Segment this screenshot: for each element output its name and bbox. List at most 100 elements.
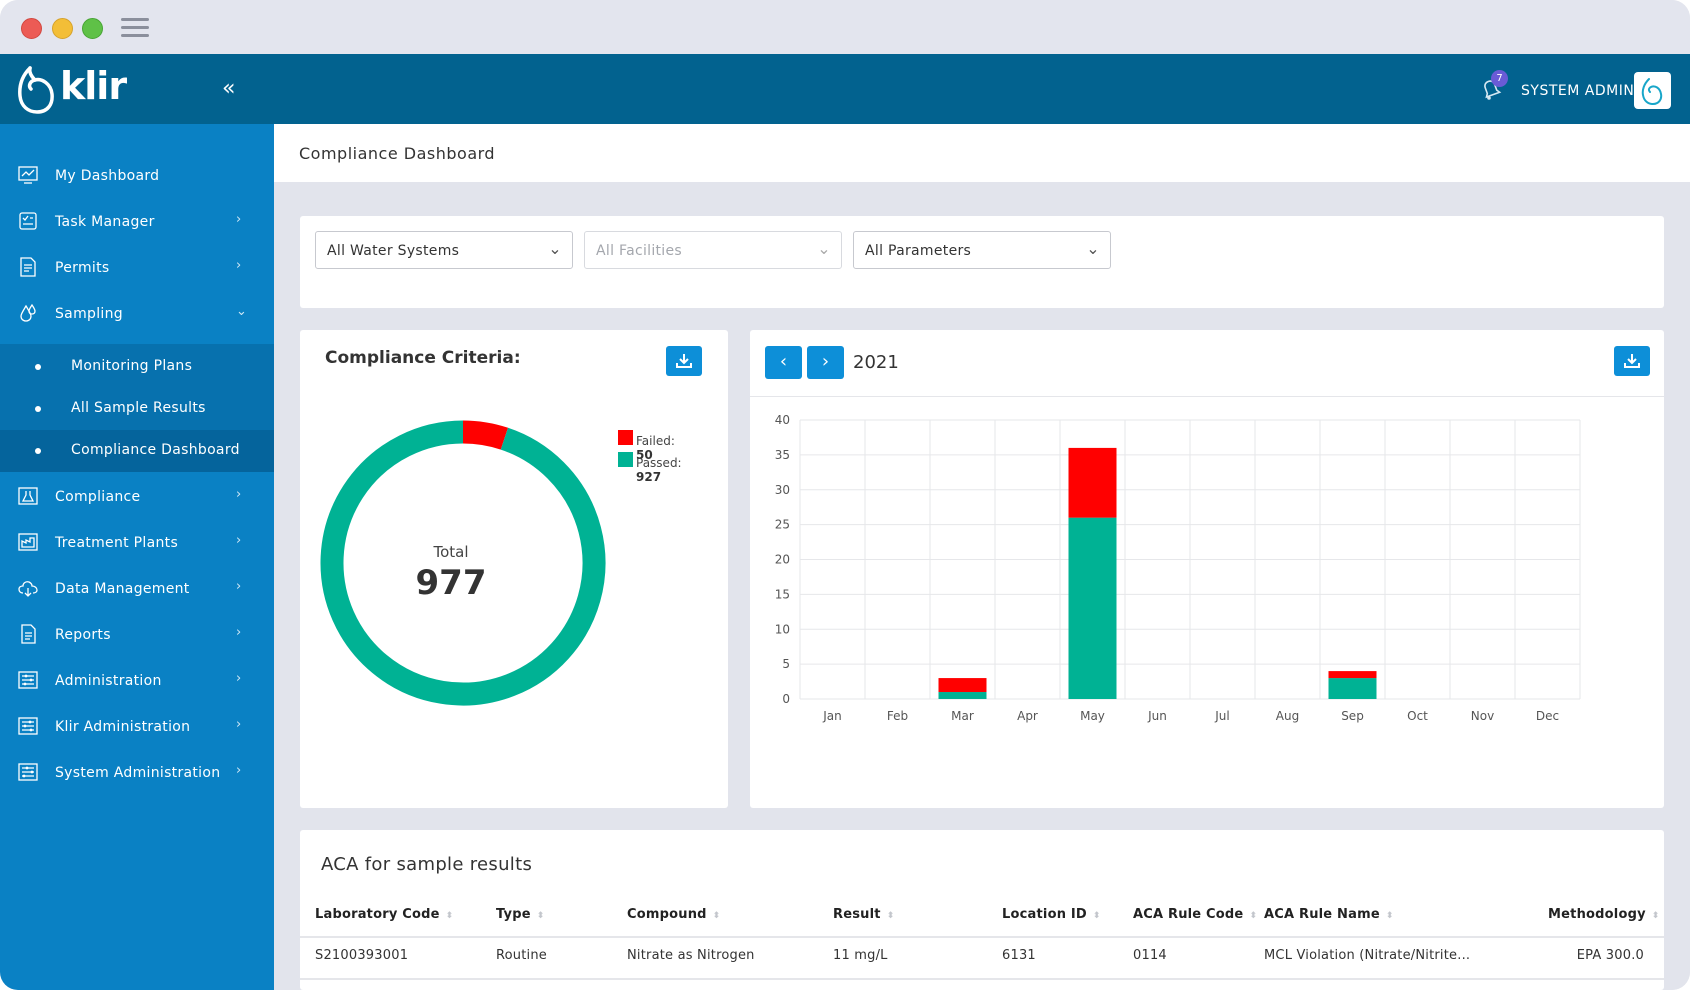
x-tick-label: Feb — [887, 709, 908, 723]
column-header-result[interactable]: Result ⬍ — [833, 907, 895, 922]
minimize-window-button[interactable] — [52, 18, 73, 39]
chevron-down-icon: ⌄ — [817, 239, 831, 258]
sidebar-item-klir-administration[interactable]: Klir Administration › — [0, 704, 274, 750]
sidebar-subitem-all-sample-results[interactable]: All Sample Results — [0, 388, 274, 430]
cloud-icon — [18, 581, 38, 597]
sidebar-item-label: Task Manager — [55, 214, 155, 230]
donut-slice-failed[interactable] — [462, 420, 509, 450]
chevron-down-icon: ⌄ — [1086, 239, 1100, 258]
column-header-compound[interactable]: Compound ⬍ — [627, 907, 721, 922]
cell-aca-rule-code: 0114 — [1133, 948, 1167, 963]
chevron-left-icon: ‹ — [779, 351, 788, 372]
column-header-type[interactable]: Type ⬍ — [496, 907, 545, 922]
system-settings-icon — [18, 763, 38, 781]
legend-passed-label: Passed: — [636, 456, 682, 470]
bullet-icon — [35, 364, 41, 370]
close-window-button[interactable] — [21, 18, 42, 39]
sort-icon: ⬍ — [1651, 911, 1660, 921]
sidebar-item-compliance[interactable]: Compliance › — [0, 474, 274, 520]
bullet-icon — [35, 448, 41, 454]
chevron-down-icon: ⌄ — [236, 304, 248, 319]
sidebar-item-reports[interactable]: Reports › — [0, 612, 274, 658]
sidebar-item-my-dashboard[interactable]: My Dashboard — [0, 153, 274, 199]
column-header-aca-rule-name[interactable]: ACA Rule Name ⬍ — [1264, 907, 1394, 922]
facilities-select[interactable]: All Facilities ⌄ — [584, 231, 842, 269]
download-button[interactable] — [666, 346, 702, 376]
x-tick-label: May — [1080, 709, 1105, 723]
chevron-right-icon: › — [236, 212, 242, 227]
cell-compound: Nitrate as Nitrogen — [627, 948, 755, 963]
column-header-laboratory-code[interactable]: Laboratory Code ⬍ — [315, 907, 454, 922]
cell-result: 11 mg/L — [833, 948, 888, 963]
user-avatar[interactable] — [1634, 72, 1671, 109]
sort-icon: ⬍ — [712, 911, 721, 921]
main-content: Compliance Dashboard All Water Systems ⌄… — [274, 124, 1690, 990]
sidebar-item-label: Permits — [55, 260, 110, 276]
download-button[interactable] — [1614, 346, 1650, 376]
klir-logo[interactable]: klir — [18, 62, 128, 116]
table-row-divider — [300, 978, 1664, 980]
x-tick-label: Jul — [1214, 709, 1229, 723]
sidebar-item-treatment-plants[interactable]: Treatment Plants › — [0, 520, 274, 566]
flask-icon — [18, 487, 38, 505]
chevron-right-icon: › — [236, 579, 242, 594]
sidebar-subitem-compliance-dashboard[interactable]: Compliance Dashboard — [0, 430, 274, 472]
y-tick-label: 25 — [775, 518, 790, 532]
report-icon — [21, 624, 36, 644]
chevron-right-icon: › — [236, 625, 242, 640]
x-tick-label: Nov — [1471, 709, 1494, 723]
bar-failed-mar[interactable] — [938, 678, 987, 693]
bar-failed-may[interactable] — [1068, 447, 1117, 518]
bar-passed-may[interactable] — [1068, 517, 1117, 699]
chevron-right-icon: › — [236, 717, 242, 732]
sidebar-item-system-administration[interactable]: System Administration › — [0, 750, 274, 796]
sidebar-subitem-monitoring-plans[interactable]: Monitoring Plans — [0, 346, 274, 388]
bar-failed-sep[interactable] — [1328, 671, 1377, 679]
dashboard-icon — [18, 166, 38, 184]
sidebar-item-label: Treatment Plants — [55, 535, 179, 551]
sidebar-item-task-manager[interactable]: Task Manager › — [0, 199, 274, 245]
sort-icon: ⬍ — [536, 911, 545, 921]
divider — [750, 396, 1664, 397]
sidebar-item-permits[interactable]: Permits › — [0, 245, 274, 291]
legend-failed-label: Failed: — [636, 434, 675, 448]
x-tick-label: Mar — [951, 709, 974, 723]
chevron-right-icon: › — [821, 351, 830, 372]
user-name[interactable]: SYSTEM ADMIN — [1521, 83, 1635, 99]
download-icon — [1624, 354, 1640, 368]
hamburger-menu-icon[interactable] — [121, 18, 149, 38]
maximize-window-button[interactable] — [82, 18, 103, 39]
drops-icon — [20, 303, 36, 322]
x-tick-label: Aug — [1276, 709, 1299, 723]
water-systems-select[interactable]: All Water Systems ⌄ — [315, 231, 573, 269]
donut-total-value: 977 — [415, 563, 487, 603]
y-tick-label: 40 — [775, 413, 790, 427]
next-year-button[interactable]: › — [807, 346, 844, 379]
column-header-location-id[interactable]: Location ID ⬍ — [1002, 907, 1101, 922]
sort-icon: ⬍ — [1385, 911, 1394, 921]
aca-table-card: ACA for sample results Laboratory Code ⬍ … — [300, 830, 1664, 990]
donut-slice-passed[interactable] — [320, 420, 606, 706]
previous-year-button[interactable]: ‹ — [765, 346, 802, 379]
legend-swatch-failed — [618, 430, 633, 445]
sidebar-item-data-management[interactable]: Data Management › — [0, 566, 274, 612]
column-header-methodology[interactable]: Methodology ⬍ — [1548, 907, 1660, 922]
y-tick-label: 30 — [775, 483, 790, 497]
sidebar-item-sampling[interactable]: Sampling ⌄ — [0, 291, 274, 337]
parameters-select[interactable]: All Parameters ⌄ — [853, 231, 1111, 269]
chevron-down-icon: ⌄ — [548, 239, 562, 258]
sidebar-item-label: Klir Administration — [55, 719, 191, 735]
chevron-right-icon: › — [236, 258, 242, 273]
table-header-divider — [300, 936, 1664, 938]
y-tick-label: 35 — [775, 448, 790, 462]
collapse-sidebar-icon[interactable]: « — [222, 76, 236, 101]
bar-passed-mar[interactable] — [938, 692, 987, 699]
sidebar: My Dashboard Task Manager › Permits › Sa… — [0, 124, 274, 990]
column-header-aca-rule-code[interactable]: ACA Rule Code ⬍ — [1133, 907, 1258, 922]
cell-methodology: EPA 300.0 — [1576, 948, 1644, 963]
bar-passed-sep[interactable] — [1328, 678, 1377, 699]
sidebar-item-label: Reports — [55, 627, 111, 643]
x-tick-label: Dec — [1536, 709, 1559, 723]
sidebar-item-administration[interactable]: Administration › — [0, 658, 274, 704]
chevron-right-icon: › — [236, 533, 242, 548]
